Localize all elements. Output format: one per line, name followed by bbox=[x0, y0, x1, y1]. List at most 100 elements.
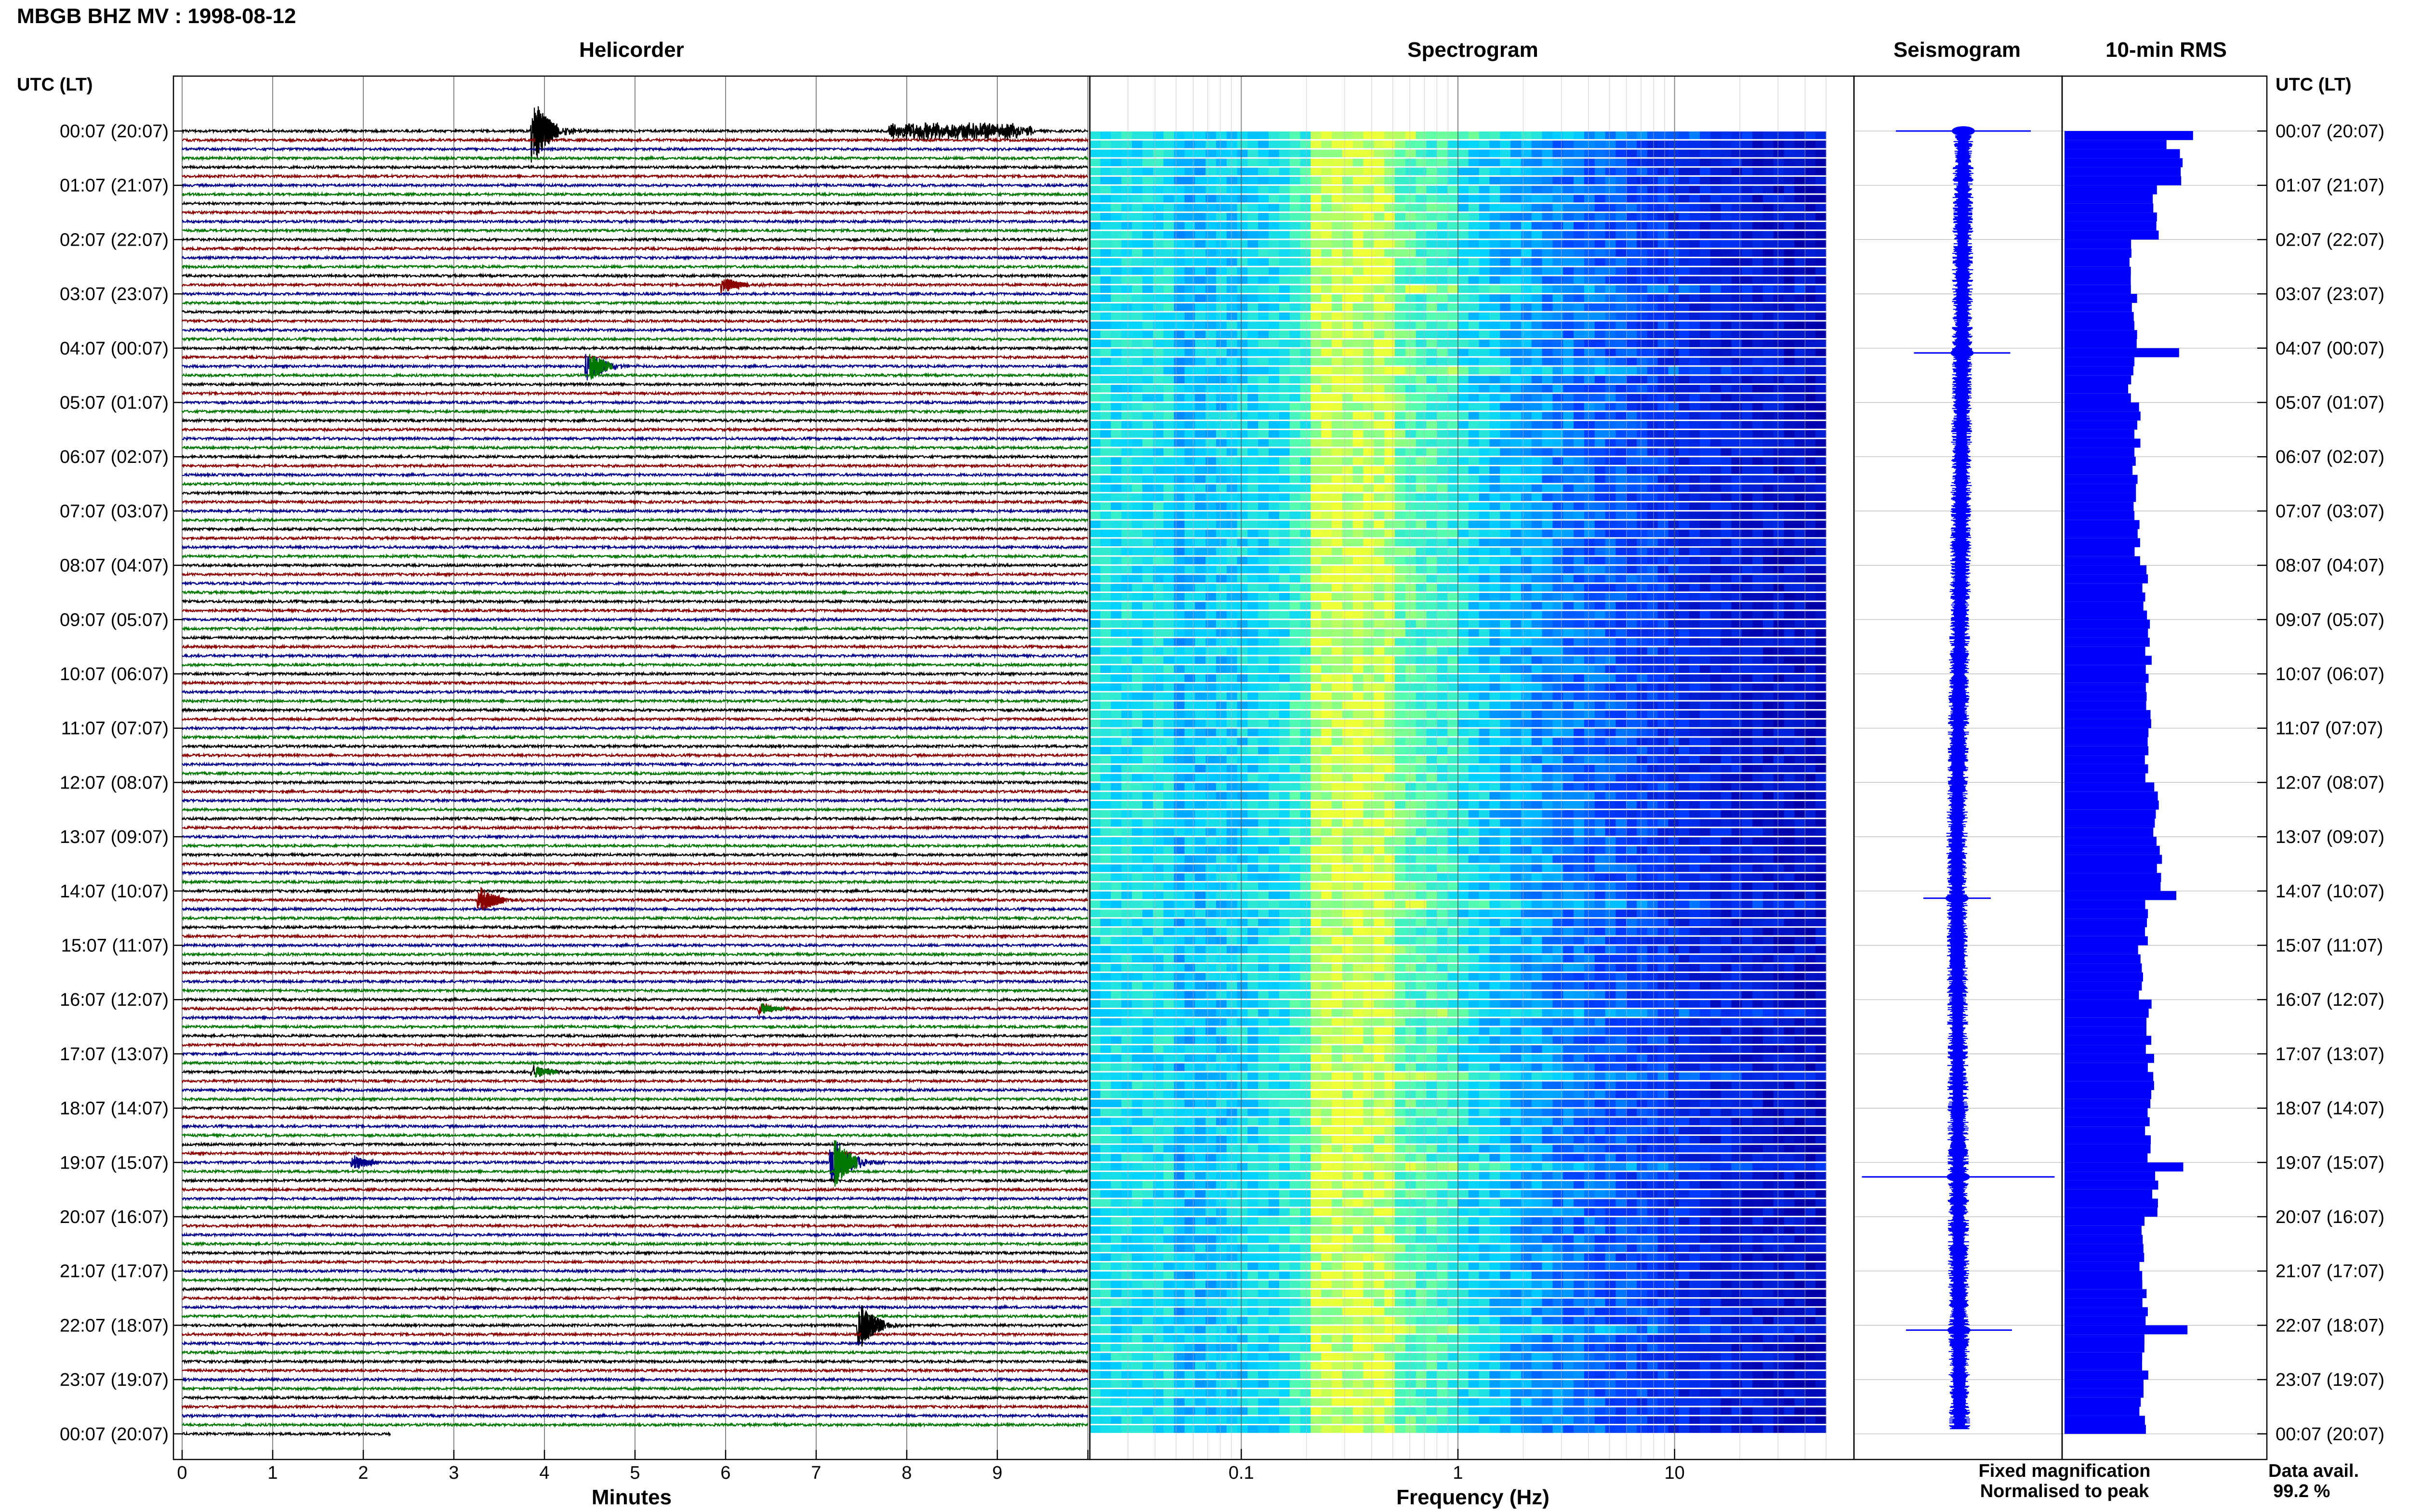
spectrogram-cell bbox=[1542, 737, 1553, 746]
spectrogram-cell bbox=[1584, 348, 1595, 356]
spectrogram-cell bbox=[1216, 539, 1227, 547]
spectrogram-cell bbox=[1584, 701, 1595, 710]
spectrogram-cell bbox=[1153, 584, 1164, 592]
spectrogram-cell bbox=[1721, 430, 1732, 438]
spectrogram-cell bbox=[1479, 484, 1490, 492]
spectrogram-cell bbox=[1174, 747, 1185, 755]
spectrogram-cell bbox=[1342, 421, 1353, 429]
spectrogram-cell bbox=[1605, 457, 1616, 465]
spectrogram-cell bbox=[1269, 421, 1280, 429]
spectrogram-cell bbox=[1395, 231, 1406, 239]
spectrogram-cell bbox=[1479, 638, 1490, 646]
spectrogram-cell bbox=[1437, 448, 1448, 456]
spectrogram-cell bbox=[1447, 168, 1458, 175]
spectrogram-cell bbox=[1216, 584, 1227, 592]
spectrogram-cell bbox=[1384, 674, 1395, 682]
spectrogram-cell bbox=[1731, 131, 1742, 139]
spectrogram-cell bbox=[1574, 511, 1585, 519]
spectrogram-cell bbox=[1689, 737, 1700, 746]
spectrogram-cell bbox=[1584, 340, 1595, 347]
spectrogram-cell bbox=[1142, 412, 1153, 420]
spectrogram-cell bbox=[1384, 149, 1395, 158]
spectrogram-cell bbox=[1405, 258, 1416, 266]
spectrogram-cell bbox=[1352, 312, 1364, 320]
spectrogram-cell bbox=[1247, 267, 1258, 275]
spectrogram-cell bbox=[1552, 439, 1563, 447]
spectrogram-cell bbox=[1647, 665, 1658, 673]
spectrogram-cell bbox=[1594, 584, 1606, 592]
spectrogram-cell bbox=[1563, 710, 1574, 718]
spectrogram-cell bbox=[1332, 131, 1343, 139]
spectrogram-cell bbox=[1615, 647, 1627, 655]
spectrogram-cell bbox=[1542, 222, 1553, 230]
spectrogram-cell bbox=[1731, 276, 1742, 284]
spectrogram-cell bbox=[1679, 276, 1690, 284]
spectrogram-cell bbox=[1132, 439, 1143, 447]
spectrogram-cell bbox=[1226, 285, 1238, 293]
spectrogram-cell bbox=[1668, 321, 1679, 329]
spectrogram-cell bbox=[1310, 240, 1322, 248]
spectrogram-cell bbox=[1594, 213, 1606, 221]
spectrogram-cell bbox=[1384, 701, 1395, 710]
spectrogram-cell bbox=[1700, 728, 1711, 736]
spectrogram-cell bbox=[1205, 276, 1217, 284]
spectrogram-cell bbox=[1374, 276, 1385, 284]
spectrogram-cell bbox=[1090, 529, 1101, 538]
spectrogram-cell bbox=[1237, 575, 1248, 583]
spectrogram-cell bbox=[1584, 602, 1595, 610]
spectrogram-cell bbox=[1542, 439, 1553, 447]
spectrogram-cell bbox=[1700, 565, 1711, 574]
spectrogram-cell bbox=[1226, 565, 1238, 574]
spectrogram-cell bbox=[1458, 493, 1469, 501]
spectrogram-cell bbox=[1594, 728, 1606, 736]
spectrogram-cell bbox=[1416, 565, 1427, 574]
spectrogram-cell bbox=[1731, 285, 1742, 293]
spectrogram-cell bbox=[1752, 285, 1763, 293]
spectrogram-cell bbox=[1437, 756, 1448, 763]
spectrogram-cell bbox=[1090, 665, 1101, 673]
spectrogram-cell bbox=[1342, 185, 1353, 194]
spectrogram-cell bbox=[1289, 357, 1301, 366]
spectrogram-cell bbox=[1395, 620, 1406, 628]
spectrogram-cell bbox=[1142, 710, 1153, 718]
spectrogram-cell bbox=[1710, 367, 1721, 375]
spectrogram-cell bbox=[1510, 276, 1522, 284]
spectrogram-cell bbox=[1426, 384, 1437, 393]
spectrogram-cell bbox=[1794, 484, 1805, 492]
spectrogram-cell bbox=[1310, 303, 1322, 311]
spectrogram-cell bbox=[1163, 502, 1175, 510]
spectrogram-cell bbox=[1594, 502, 1606, 510]
spectrogram-cell bbox=[1342, 728, 1353, 736]
spectrogram-cell bbox=[1100, 620, 1112, 628]
spectrogram-cell bbox=[1153, 185, 1164, 194]
spectrogram-cell bbox=[1121, 240, 1132, 248]
spectrogram-cell bbox=[1142, 539, 1153, 547]
spectrogram-cell bbox=[1521, 213, 1532, 221]
spectrogram-cell bbox=[1437, 276, 1448, 284]
spectrogram-cell bbox=[1605, 412, 1616, 420]
spectrogram-cell bbox=[1121, 321, 1132, 329]
spectrogram-cell bbox=[1289, 737, 1301, 746]
spectrogram-cell bbox=[1100, 158, 1112, 167]
spectrogram-cell bbox=[1184, 276, 1195, 284]
spectrogram-cell bbox=[1626, 412, 1637, 420]
spectrogram-cell bbox=[1468, 593, 1480, 601]
spectrogram-cell bbox=[1237, 611, 1248, 619]
spectrogram-cell bbox=[1174, 602, 1185, 610]
time-header-right: UTC (LT) bbox=[2276, 75, 2352, 95]
spectrogram-cell bbox=[1542, 394, 1553, 402]
spectrogram-cell bbox=[1111, 185, 1122, 194]
spectrogram-cell bbox=[1742, 276, 1753, 284]
spectrogram-cell bbox=[1163, 611, 1175, 619]
spectrogram-cell bbox=[1584, 484, 1595, 492]
spectrogram-cell bbox=[1405, 240, 1416, 248]
spectrogram-cell bbox=[1510, 158, 1522, 167]
spectrogram-cell bbox=[1174, 620, 1185, 628]
spectrogram-cell bbox=[1310, 168, 1322, 175]
spectrogram-cell bbox=[1521, 348, 1532, 356]
spectrogram-cell bbox=[1300, 548, 1311, 555]
spectrogram-cell bbox=[1815, 620, 1827, 628]
spectrogram-cell bbox=[1500, 520, 1511, 528]
spectrogram-cell bbox=[1458, 394, 1469, 402]
spectrogram-cell bbox=[1216, 185, 1227, 194]
